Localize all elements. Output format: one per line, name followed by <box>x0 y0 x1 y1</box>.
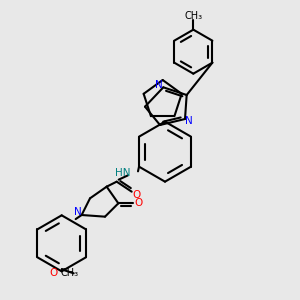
Text: N: N <box>185 116 193 126</box>
Text: CH₃: CH₃ <box>184 11 202 21</box>
Text: O: O <box>134 198 142 208</box>
Text: O: O <box>50 268 58 278</box>
Text: N: N <box>74 207 82 217</box>
Text: O: O <box>133 190 141 200</box>
Text: CH₃: CH₃ <box>61 268 79 278</box>
Text: HN: HN <box>115 168 130 178</box>
Text: N: N <box>155 80 163 90</box>
